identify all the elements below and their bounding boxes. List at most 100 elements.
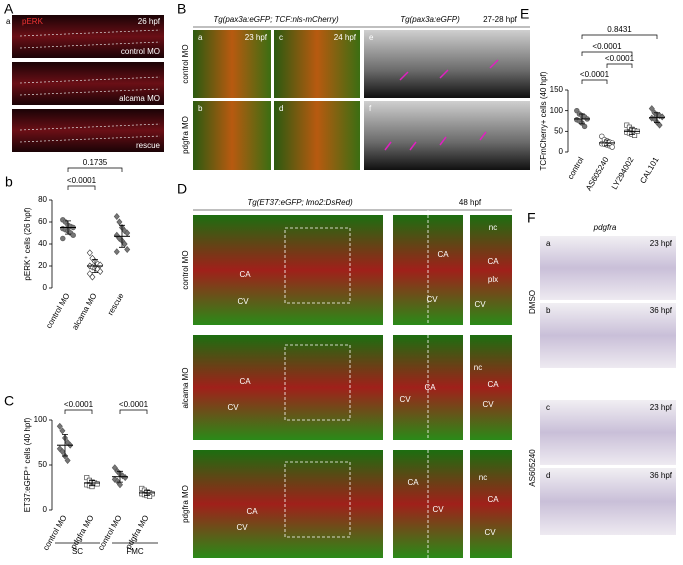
- row-label: pdgfra MO: [181, 116, 190, 154]
- p-value: <0.0001: [605, 54, 635, 63]
- x-tick-label: AS605240: [584, 155, 611, 192]
- bracket: [581, 51, 633, 56]
- image-label: pERK: [22, 17, 44, 26]
- data-point: [59, 427, 66, 435]
- x-tick-label: rescue: [106, 291, 126, 317]
- group-label: SC: [72, 547, 83, 556]
- data-point: [84, 475, 90, 481]
- image: [364, 101, 530, 170]
- image: [364, 30, 530, 98]
- panel-letter: D: [177, 181, 187, 197]
- image: [193, 335, 383, 440]
- data-point: [147, 493, 153, 499]
- p-value: <0.0001: [119, 400, 149, 409]
- time-label: 23 hpf: [650, 239, 673, 248]
- y-tick-label: 20: [38, 261, 47, 270]
- data-point: [113, 213, 120, 220]
- error-bar: [144, 489, 150, 496]
- y-tick-label: 150: [550, 85, 564, 94]
- p-value: 0.1735: [83, 158, 108, 167]
- image: [193, 101, 271, 170]
- sub-letter: b: [198, 104, 203, 113]
- image: [12, 62, 164, 105]
- data-point: [56, 422, 63, 430]
- error-bar: [579, 113, 585, 125]
- data-point: [59, 448, 66, 455]
- y-axis-label: pERK⁺ cells (26 hpf): [23, 207, 32, 280]
- time-label: 36 hpf: [650, 306, 673, 315]
- y-axis-label: TCFmCherry+ cells (40 hpf): [539, 71, 548, 170]
- panel-title: Tg(ET37:eGFP; lmo2:DsRed): [247, 198, 353, 207]
- y-tick-label: 100: [550, 106, 564, 115]
- dot-chart: b 0 20 40 60 80 pERK⁺ cells (26 hpf) control MO…: [5, 158, 131, 331]
- x-tick-label: CAL101: [638, 155, 661, 185]
- y-tick-label: 100: [34, 415, 48, 424]
- row-label: AS605240: [528, 449, 537, 487]
- p-value: <0.0001: [580, 70, 610, 79]
- data-point: [656, 121, 663, 129]
- group-label: FMC: [126, 547, 144, 556]
- time-label: 24 hpf: [334, 33, 357, 42]
- data-point: [659, 113, 666, 121]
- panel-letter: B: [177, 1, 186, 17]
- x-tick-label: pdgfra MO: [69, 514, 96, 551]
- image: [470, 335, 512, 440]
- row-label: alcama MO: [119, 94, 160, 103]
- sub-letter: c: [546, 403, 550, 412]
- image: [193, 450, 383, 558]
- p-value: <0.0001: [67, 176, 97, 185]
- annotation: CA: [239, 377, 251, 386]
- time-label: 23 hpf: [650, 403, 673, 412]
- panel-title: Tg(pax3a:eGFP; TCF:nls-mCherry): [213, 15, 339, 24]
- data-point: [60, 235, 66, 242]
- error-bar: [119, 224, 125, 248]
- error-bar: [654, 112, 660, 124]
- bracket: [67, 167, 123, 172]
- bracket: [67, 185, 96, 190]
- x-tick-label: control: [566, 155, 586, 180]
- data-point: [116, 218, 123, 226]
- error-bar: [62, 434, 68, 457]
- annotation: CV: [399, 395, 411, 404]
- p-value: <0.0001: [592, 42, 622, 51]
- bracket: [64, 409, 93, 414]
- annotation: CV: [474, 300, 486, 309]
- data-point: [121, 227, 128, 235]
- data-point: [609, 144, 615, 150]
- bracket: [119, 409, 148, 414]
- annotation: CA: [407, 478, 419, 487]
- data-point: [70, 232, 76, 238]
- image: [193, 30, 271, 98]
- sub-letter: a: [6, 17, 11, 26]
- sub-letter: f: [369, 104, 372, 113]
- x-tick-label: control MO: [96, 514, 123, 552]
- row-label: pdgfra MO: [181, 485, 190, 523]
- error-bar: [89, 479, 95, 487]
- annotation: CA: [246, 507, 258, 516]
- sub-letter: b: [546, 306, 551, 315]
- image: [193, 215, 383, 325]
- data-point: [89, 273, 96, 281]
- image: [540, 303, 676, 368]
- y-tick-label: 80: [38, 195, 47, 204]
- data-point: [124, 246, 131, 253]
- annotation: CV: [426, 295, 438, 304]
- error-bar: [117, 470, 123, 483]
- sub-letter: a: [198, 33, 203, 42]
- y-tick-label: 60: [38, 217, 47, 226]
- sub-letter: c: [279, 33, 283, 42]
- data-point: [114, 477, 121, 485]
- annotation: CV: [432, 505, 444, 514]
- image: [540, 468, 676, 535]
- row-label: control MO: [181, 44, 190, 83]
- annotation: CA: [487, 257, 499, 266]
- data-point: [97, 268, 104, 275]
- annotation: CV: [236, 523, 248, 532]
- annotation: CA: [239, 270, 251, 279]
- image-grid: [193, 215, 512, 558]
- annotation: CA: [487, 380, 499, 389]
- gene-label: pdgfra: [593, 223, 617, 232]
- p-value: 0.8431: [607, 25, 632, 34]
